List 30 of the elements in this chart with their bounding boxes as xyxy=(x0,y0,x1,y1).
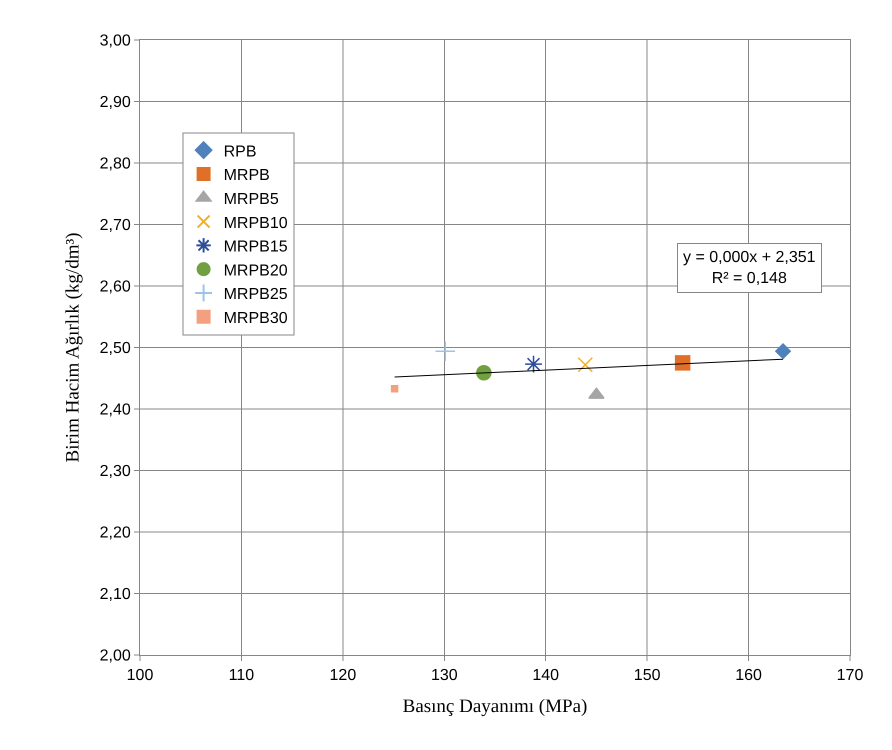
y-tick-label: 2,10 xyxy=(100,586,131,604)
y-tick-label: 2,90 xyxy=(100,94,131,112)
y-tick-label: 2,70 xyxy=(100,217,131,234)
legend-label: MRPB20 xyxy=(224,262,288,280)
x-tick-label: 140 xyxy=(532,667,560,684)
legend-label: MRPB5 xyxy=(224,190,279,208)
y-tick-label: 2,30 xyxy=(100,463,131,480)
x-tick-label: 110 xyxy=(228,667,254,684)
legend-label: MRPB10 xyxy=(224,214,288,232)
legend-label: RPB xyxy=(224,143,257,160)
x-tick-label: 130 xyxy=(430,667,458,684)
legend-label: MRPB25 xyxy=(224,286,288,304)
x-tick-label: 170 xyxy=(836,667,864,684)
x-tick-label: 100 xyxy=(126,667,154,684)
y-tick-label: 2,20 xyxy=(100,524,131,542)
y-tick-label: 3,00 xyxy=(100,32,131,50)
x-tick-label: 120 xyxy=(330,667,356,684)
annotation: y = 0,000x + 2,351 R² = 0,148 xyxy=(683,249,816,287)
x-axis-title: Basınç Dayanımı (MPa) xyxy=(402,696,588,717)
y-tick-label: 2,50 xyxy=(100,340,131,358)
y-tick-label: 2,60 xyxy=(100,278,131,296)
y-axis-title: Birim Hacim Ağırlık (kg/dm³) xyxy=(62,232,84,462)
legend-label: MRPB15 xyxy=(224,238,288,256)
y-tick-label: 2,00 xyxy=(100,648,131,665)
x-tick-label: 150 xyxy=(634,667,661,684)
x-tick-label: 160 xyxy=(735,667,762,684)
y-tick-label: 2,40 xyxy=(100,402,131,419)
legend-label: MRPB30 xyxy=(224,310,288,327)
y-tick-label: 2,80 xyxy=(100,156,131,173)
legend-label: MRPB xyxy=(224,167,270,184)
